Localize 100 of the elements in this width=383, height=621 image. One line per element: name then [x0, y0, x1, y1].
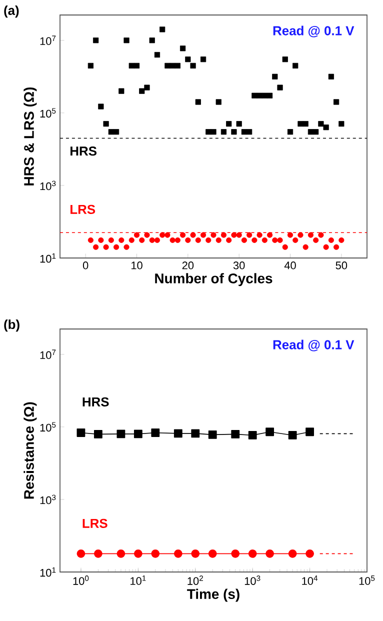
x-tick-label: 10$^{0}$ [73, 576, 89, 585]
point [149, 38, 155, 44]
point [124, 38, 130, 44]
point [246, 232, 252, 238]
point [118, 237, 124, 243]
point [266, 232, 273, 238]
point [170, 62, 176, 69]
x-tick-label: 10$^{2}$ [188, 576, 203, 585]
point [328, 237, 334, 243]
point [164, 232, 170, 238]
point [93, 38, 99, 44]
series-label: HRS [70, 146, 97, 156]
point [216, 99, 222, 105]
x-tick-label: 20 [182, 262, 194, 270]
point [318, 232, 324, 238]
point [139, 88, 145, 94]
point [220, 232, 227, 238]
y-tick-label: 10$^{5}$ [40, 422, 56, 432]
chart-title: (a) [4, 6, 19, 18]
point [334, 99, 340, 105]
series-label: LRS [70, 204, 96, 214]
y-tick-label: 10$^{3}$ [40, 180, 56, 190]
point [124, 244, 130, 250]
point [302, 121, 308, 127]
point [195, 99, 201, 105]
point [220, 129, 227, 135]
point [292, 62, 298, 69]
annotation: Read @ 0.1 V [273, 340, 354, 352]
point [282, 244, 288, 250]
point [272, 237, 278, 243]
point [216, 237, 222, 243]
point [298, 121, 304, 127]
x-tick-label: 50 [336, 262, 348, 270]
point [103, 121, 109, 127]
point [318, 121, 324, 127]
point [108, 129, 114, 135]
point [302, 244, 308, 250]
point [282, 56, 288, 62]
point [252, 237, 258, 243]
point [236, 232, 242, 238]
point [256, 92, 262, 98]
point [236, 121, 242, 127]
point [241, 237, 247, 243]
point [328, 74, 334, 80]
y-tick-label: 10$^{7}$ [40, 36, 56, 46]
y-tick-label: 10$^{5}$ [40, 108, 56, 118]
point [170, 237, 176, 243]
point [308, 232, 314, 238]
point [200, 56, 206, 62]
x-tick-label: 10$^{3}$ [244, 576, 260, 585]
point [262, 237, 268, 243]
point [118, 88, 124, 94]
x-tick-label: 10$^{5}$ [359, 576, 375, 585]
point [139, 237, 145, 243]
chart-title: (b) [4, 320, 20, 332]
y-tick-label: 10$^{1}$ [40, 567, 56, 577]
x-tick-label: 0 [82, 262, 88, 270]
point [185, 237, 191, 243]
point [277, 84, 283, 90]
point [252, 92, 258, 98]
point [103, 244, 109, 250]
point [88, 62, 94, 69]
point [113, 129, 120, 135]
point [210, 232, 216, 238]
point [154, 237, 160, 243]
point [246, 129, 252, 135]
annotation: Read @ 0.1 V [273, 26, 354, 38]
point [287, 129, 294, 135]
point [338, 237, 344, 243]
point [277, 237, 283, 243]
point [226, 121, 232, 127]
point [206, 237, 212, 243]
point [160, 232, 166, 238]
point [266, 92, 273, 98]
point [287, 232, 294, 238]
y-axis-title: HRS & LRS (Ω) [24, 87, 37, 186]
y-tick-label: 10$^{3}$ [40, 494, 56, 504]
y-tick-label: 10$^{1}$ [40, 253, 56, 263]
series-label: HRS [82, 397, 109, 406]
series-label: LRS [82, 518, 108, 528]
point [128, 237, 134, 243]
point [174, 62, 180, 69]
point [185, 56, 191, 62]
y-tick-label: 10$^{7}$ [40, 350, 56, 360]
point [180, 46, 186, 52]
x-tick-label: 10$^{1}$ [130, 576, 146, 585]
point [313, 129, 319, 135]
x-axis-title: Number of Cycles [155, 273, 272, 286]
point [231, 232, 237, 238]
point [323, 244, 329, 250]
point [134, 232, 140, 238]
point [226, 237, 232, 243]
point [98, 104, 104, 110]
x-axis-title: Time (s) [187, 588, 240, 602]
point [160, 26, 166, 32]
point [113, 244, 120, 250]
point [144, 84, 150, 90]
point [323, 124, 329, 130]
point [338, 121, 344, 127]
point [180, 232, 186, 238]
